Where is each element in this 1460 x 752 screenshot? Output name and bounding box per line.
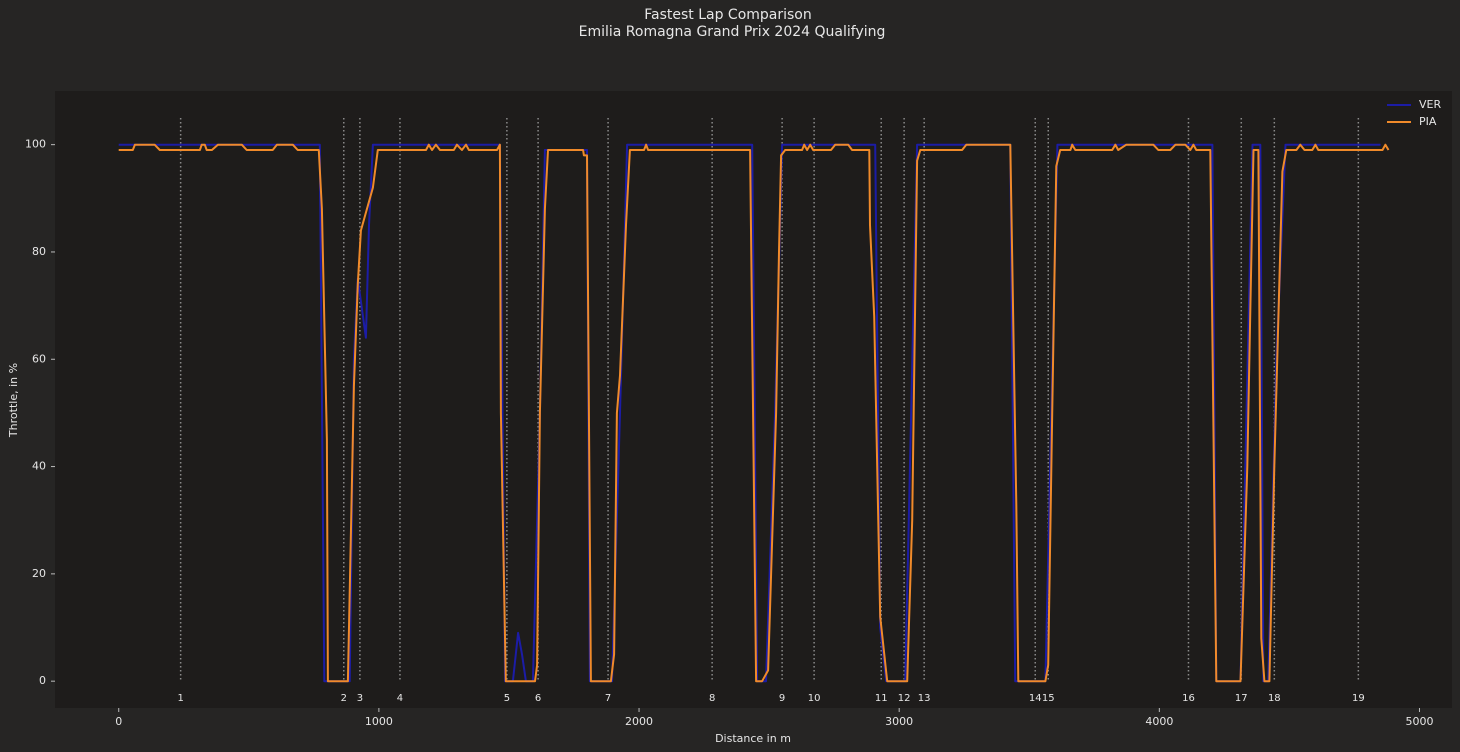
y-tick-label: 40 xyxy=(32,460,46,473)
corner-label: 11 xyxy=(875,693,888,704)
y-tick-label: 20 xyxy=(32,567,46,580)
corner-label: 18 xyxy=(1268,693,1281,704)
corner-label: 2 xyxy=(341,693,347,704)
corner-label: 4 xyxy=(397,693,403,704)
x-tick-label: 4000 xyxy=(1145,715,1173,728)
corner-label: 15 xyxy=(1042,693,1055,704)
corner-label: 16 xyxy=(1182,693,1195,704)
corner-label: 17 xyxy=(1235,693,1248,704)
corner-label: 10 xyxy=(808,693,821,704)
corner-label: 13 xyxy=(918,693,931,704)
legend-label: PIA xyxy=(1419,115,1437,128)
corner-label: 6 xyxy=(535,693,541,704)
x-tick-label: 3000 xyxy=(885,715,913,728)
x-tick-label: 5000 xyxy=(1405,715,1433,728)
corner-label: 5 xyxy=(504,693,510,704)
corner-label: 19 xyxy=(1352,693,1365,704)
corner-label: 14 xyxy=(1029,693,1042,704)
chart-title: Fastest Lap Comparison xyxy=(644,7,812,23)
corner-label: 3 xyxy=(357,693,363,704)
series-line xyxy=(118,143,1390,683)
x-tick-label: 2000 xyxy=(625,715,653,728)
legend-label: VER xyxy=(1419,98,1441,111)
y-tick-label: 0 xyxy=(39,674,46,687)
x-axis-label: Distance in m xyxy=(715,732,791,745)
corner-label: 12 xyxy=(898,693,911,704)
y-tick-label: 60 xyxy=(32,352,46,365)
x-tick-label: 1000 xyxy=(365,715,393,728)
y-axis-label: Throttle, in % xyxy=(7,363,20,438)
corner-label: 8 xyxy=(709,693,715,704)
corner-label: 7 xyxy=(605,693,611,704)
chart-subtitle: Emilia Romagna Grand Prix 2024 Qualifyin… xyxy=(579,24,886,40)
y-tick-label: 80 xyxy=(32,245,46,258)
x-tick-label: 0 xyxy=(115,715,122,728)
y-tick-label: 100 xyxy=(25,138,46,151)
corner-label: 9 xyxy=(779,693,785,704)
corner-label: 1 xyxy=(177,693,183,704)
